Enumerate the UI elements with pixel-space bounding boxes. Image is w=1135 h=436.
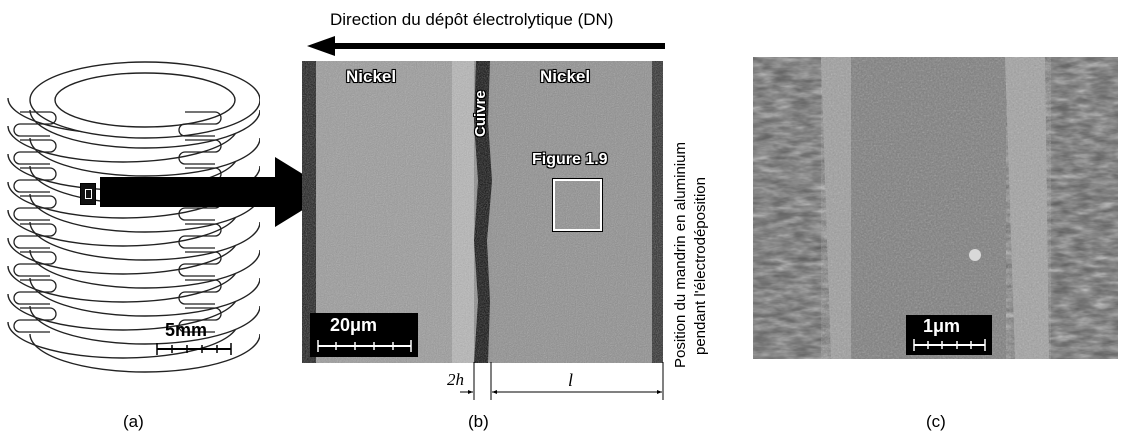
direction-label: Direction du dépôt électrolytique (DN) [330,10,614,29]
scale-label-b: 20μm [330,315,378,335]
bellows-convolution-edge [7,321,239,359]
scale-label-a: 5mm [165,320,208,340]
scale-block-b: 20μm [310,313,418,357]
bellows-cross-section [13,279,57,305]
bellows-convolution-edge [7,265,239,303]
bellows-cross-section [13,167,57,193]
bellows-cross-section [13,307,57,333]
bellows-cross-section [178,279,222,305]
bellows-cross-section [178,111,222,137]
bellows-cross-section [13,111,57,137]
bellows-cross-section [13,251,57,277]
bellows-convolution [29,305,260,345]
bellows-cross-section [13,223,57,249]
scale-bar-a [156,343,232,355]
bellows-cross-section [13,195,57,221]
bellows-convolution-edge [7,237,239,275]
label-nickel-left: Nickel [346,67,397,86]
bellows-cross-section [178,223,222,249]
bellows-cross-section [178,307,222,333]
figure-ref-label: Figure 1.9 [532,151,608,168]
dim-2h: 2h [447,370,464,389]
bellows-convolution [29,333,260,373]
bellows-convolution [29,249,260,289]
scale-block-c: 1μm [906,315,992,355]
bellows-convolution [29,277,260,317]
sem-image-c: 1μm [753,57,1118,359]
bellows-cross-section [13,139,57,165]
caption-a: (a) [123,412,144,431]
side-note-line2: pendant l'électrodéposition [692,177,709,355]
sem-image-b: Nickel Nickel Cuivre Figure 1.9 20μm [302,61,663,363]
side-note-line1: Position du mandrin en aluminium [672,142,689,368]
caption-b: (b) [468,412,489,431]
bellows-convolution-edge [7,209,239,247]
bellows-convolution [29,221,260,261]
bellows-illustration [7,61,260,373]
label-cuivre: Cuivre [472,90,489,137]
sample-marker [80,183,96,205]
bellows-cross-section [178,251,222,277]
caption-c: (c) [926,412,946,431]
magnify-arrow [100,157,332,227]
bellows-convolution-edge [7,125,239,163]
panel-a: 5mm [0,0,260,436]
dim-l: l [568,370,574,390]
label-nickel-right: Nickel [540,67,591,86]
bellows-convolution-edge [7,293,239,331]
bellows-convolution [29,137,260,177]
direction-arrow [307,36,665,56]
dimension-lines [460,362,664,400]
bellows-cross-section [178,139,222,165]
scale-label-c: 1μm [923,316,961,336]
figure-ref-box [552,178,603,232]
